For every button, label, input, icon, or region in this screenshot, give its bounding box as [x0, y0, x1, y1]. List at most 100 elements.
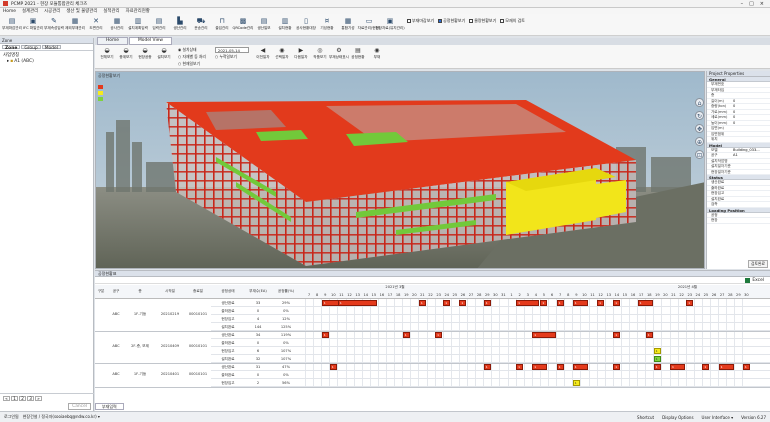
property-value[interactable] [731, 88, 770, 93]
property-value[interactable]: A1 [733, 153, 738, 157]
column-header[interactable]: 구분 [97, 289, 105, 293]
fit-view-icon[interactable]: ⊡ [695, 150, 704, 159]
schedule-bar[interactable]: 1 [516, 364, 524, 370]
page-last-button[interactable]: » [35, 396, 42, 402]
checkbox-box[interactable] [407, 19, 411, 23]
schedule-bar[interactable]: 1 [613, 300, 621, 306]
close-icon[interactable]: × [759, 0, 764, 7]
property-value[interactable]: 0 [733, 120, 736, 125]
property-value[interactable]: 0 [733, 109, 736, 114]
user-info[interactable]: 현장건설 / 정국자(sooiaebq@ndw.co.kr) ▾ [22, 414, 100, 419]
checkbox-box[interactable] [469, 19, 474, 23]
table-row[interactable] [211, 355, 770, 363]
pan-icon[interactable]: ✥ [695, 124, 704, 133]
property-section[interactable]: General [707, 77, 770, 82]
property-section[interactable]: Loading Position [707, 207, 770, 213]
view-option-checkbox[interactable]: 공정현황보기 [438, 18, 465, 24]
ribbon-button[interactable]: ▤ 입력관리 [149, 15, 169, 35]
table-row[interactable] [211, 363, 770, 371]
tab-group[interactable]: Group [21, 45, 41, 51]
view-option-checkbox[interactable]: 모재의 검토 [500, 18, 525, 24]
schedule-bar[interactable]: 1 [670, 364, 686, 370]
schedule-bar[interactable]: 1 [483, 300, 491, 306]
view-option-checkbox[interactable]: 물량현황보기 [469, 18, 496, 24]
table-row[interactable] [211, 379, 770, 387]
status-radio[interactable]: ◉ 설치상태 [178, 47, 206, 53]
cumulative-radio[interactable]: ○ 누적일보기 [215, 54, 249, 60]
ribbon-button[interactable]: ⊓ 출입관리 [212, 15, 232, 35]
toolbar-button[interactable]: ◉ 선택일자 [274, 47, 290, 60]
tree-item[interactable]: ▸ ▪ A1 (ABC) [3, 59, 90, 65]
ribbon-button[interactable]: ✎ 부재속성입력 [44, 15, 64, 35]
radio-dot[interactable]: ◉ [178, 47, 183, 52]
schedule-bar[interactable]: 1 [637, 300, 653, 306]
ribbon-button[interactable]: ✕ 도면관리 [86, 15, 106, 35]
column-header[interactable]: 층 [138, 289, 142, 293]
schedule-bar[interactable]: 1 [653, 364, 661, 370]
ribbon-button[interactable]: ¤ 기성현황 [317, 15, 337, 35]
ribbon-button[interactable]: ▦ 제외부재관리 [65, 15, 85, 35]
property-value[interactable]: 0 [733, 98, 736, 103]
schedule-bar[interactable]: 1 [532, 332, 556, 338]
date-picker[interactable]: 2021-05-14 [214, 47, 249, 53]
ribbon-button[interactable]: ▦ 통합기성 [338, 15, 358, 35]
property-value[interactable] [731, 191, 770, 196]
tab-home[interactable]: Home [97, 37, 128, 45]
maximize-icon[interactable]: □ [749, 0, 754, 7]
schedule-bar[interactable]: 1 [718, 364, 734, 370]
ribbon-button[interactable]: ▥ 설치계획입력 [128, 15, 148, 35]
schedule-bar[interactable]: 1 [483, 364, 491, 370]
ribbon-button[interactable]: ▭ 자료관리(현장) [358, 15, 381, 35]
schedule-bar[interactable]: 1 [572, 364, 588, 370]
ribbon-button[interactable]: ▥ 설치현황 [275, 15, 295, 35]
rotate-icon[interactable]: ↻ [695, 111, 704, 120]
schedule-bar[interactable]: 1 [613, 364, 621, 370]
toolbar-button[interactable]: ▶ 다음일자 [293, 47, 309, 60]
properties-footer-button[interactable]: 검토완료 [748, 260, 768, 268]
menu-item[interactable]: 생산 및 물량관리 [66, 9, 98, 14]
page-button[interactable]: 2 [19, 396, 26, 402]
schedule-bar[interactable]: 1 [572, 380, 580, 386]
column-header[interactable]: 시작일 [165, 289, 175, 293]
cancel-button[interactable]: Cancel [68, 403, 91, 410]
tab-model-view[interactable]: Model View [128, 37, 172, 45]
ribbon-button[interactable]: ▯ 공사현황대장 [296, 15, 316, 35]
property-value[interactable] [731, 82, 770, 87]
schedule-bar[interactable]: 1 [337, 300, 378, 306]
zoom-icon[interactable]: ⊕ [695, 137, 704, 146]
schedule-bar[interactable]: 1 [532, 364, 548, 370]
column-header[interactable]: 공정상태 [221, 289, 235, 293]
property-value[interactable] [731, 197, 770, 202]
ribbon-button[interactable]: ▤ 생산일보 [254, 15, 274, 35]
schedule-bar[interactable]: 1 [540, 300, 548, 306]
checkbox-box[interactable] [500, 19, 505, 23]
table-row[interactable] [211, 323, 770, 331]
ribbon-button[interactable]: ▦ 공사관리 [107, 15, 127, 35]
property-value[interactable] [731, 202, 770, 207]
property-value[interactable] [731, 164, 770, 169]
column-header[interactable]: 공구 [112, 289, 120, 293]
ribbon-button[interactable]: ▤ 부재마감관리 [2, 15, 22, 35]
toolbar-button[interactable]: ◒ 현장공종 [137, 47, 153, 60]
property-value[interactable] [731, 132, 770, 137]
menu-item[interactable]: 실적관리 [103, 9, 120, 14]
menu-item[interactable]: 자료관리현황 [125, 9, 150, 14]
status-radio[interactable]: ○ 현재일보기 [178, 61, 206, 67]
radio-dot[interactable]: ○ [178, 61, 183, 66]
property-section[interactable]: Status [707, 175, 770, 180]
property-value[interactable] [731, 137, 770, 142]
property-value[interactable] [731, 126, 770, 131]
schedule-bar[interactable]: 1 [653, 348, 661, 354]
toolbar-button[interactable]: ◀ 이전일자 [255, 47, 271, 60]
ribbon-button[interactable]: ⛟ 운송관리 [191, 15, 211, 35]
table-row[interactable] [211, 339, 770, 347]
property-value[interactable] [731, 213, 770, 218]
schedule-bar[interactable]: 1 [402, 332, 410, 338]
page-button[interactable]: 1 [11, 396, 18, 402]
ribbon-button[interactable]: ▣ IFC 파일관리 [23, 15, 43, 35]
page-first-button[interactable]: « [3, 396, 10, 402]
table-row[interactable] [211, 307, 770, 315]
property-value[interactable] [731, 186, 770, 191]
menu-item[interactable]: 설계관리 [21, 9, 39, 14]
schedule-bar[interactable]: 1 [516, 300, 540, 306]
